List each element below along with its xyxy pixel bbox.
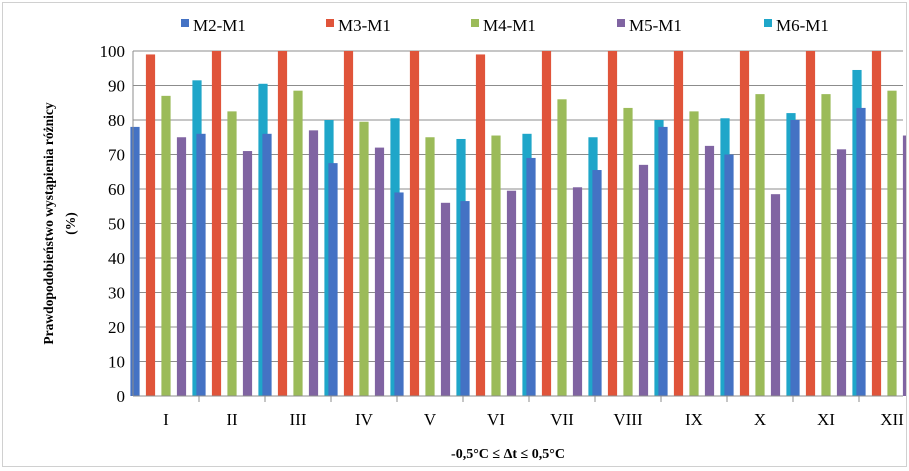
bar-m2-m1-iv (328, 163, 338, 396)
y-tick-label: 90 (108, 77, 125, 96)
bar-m5-m1-ii (242, 151, 253, 396)
bar-m3-m1-xii (871, 51, 882, 396)
bar-m5-m1-xii (902, 135, 906, 396)
x-tick-label: VIII (613, 410, 643, 429)
bar-m3-m1-iii (277, 51, 288, 396)
bar-m2-m1-i (130, 126, 140, 397)
bar-m2-m1-xi (790, 120, 800, 396)
legend: M2-M1 M3-M1 M4-M1 M5-M1 M6-M1 (181, 16, 829, 35)
x-tick-label: X (754, 410, 766, 429)
x-tick-label: VI (487, 410, 505, 429)
legend-swatch (617, 19, 625, 27)
bar-m4-m1-x (755, 94, 765, 396)
legend-swatch (181, 19, 189, 27)
bar-m3-m1-vii (541, 51, 552, 396)
legend-label: M6-M1 (776, 16, 829, 35)
y-tick-label: 40 (108, 249, 125, 268)
bar-m5-m1-i (176, 137, 187, 396)
x-axis-label: -0,5°C ≤ Δt ≤ 0,5°C (451, 447, 565, 462)
bar-m2-m1-vii (526, 157, 536, 396)
x-tick-label: IV (355, 410, 374, 429)
bar-m3-m1-iv (343, 51, 354, 396)
bar-m3-m1-ix (673, 51, 684, 396)
bar-m4-m1-ix (689, 111, 699, 396)
bar-m2-m1-ix (658, 126, 668, 397)
x-tick-label: XII (880, 410, 904, 429)
legend-label: M5-M1 (629, 16, 682, 35)
bar-m2-m1-iii (262, 133, 272, 397)
bar-m3-m1-v (409, 51, 420, 396)
bar-m5-m1-vi (506, 190, 517, 396)
y-tick-label: 10 (108, 353, 125, 372)
x-tick-label: XI (817, 410, 835, 429)
x-tick-label: V (424, 410, 437, 429)
legend-swatch (471, 19, 479, 27)
y-tick-label: 60 (108, 180, 125, 199)
bar-m2-m1-ii (196, 133, 206, 397)
y-tick-label: 100 (100, 42, 126, 61)
x-tick-label: VII (550, 410, 574, 429)
legend-swatch (326, 19, 334, 27)
bar-m3-m1-xi (805, 51, 816, 396)
bar-m5-m1-x (770, 194, 781, 396)
bar-m5-m1-vii (572, 187, 583, 396)
bar-m5-m1-viii (638, 164, 649, 396)
bar-m4-m1-vi (491, 135, 501, 396)
bar-m4-m1-ii (227, 111, 237, 396)
y-tick-label: 50 (108, 215, 125, 234)
bars (130, 51, 906, 397)
x-tick-label: III (290, 410, 307, 429)
bar-m2-m1-viii (592, 170, 602, 396)
bar-m4-m1-vii (557, 99, 567, 397)
bar-m3-m1-viii (607, 51, 618, 396)
bar-m4-m1-xii (887, 90, 897, 397)
bar-m4-m1-xi (821, 94, 831, 396)
bar-m5-m1-ix (704, 145, 715, 396)
legend-label: M3-M1 (338, 16, 391, 35)
y-tick-label: 30 (108, 284, 125, 303)
y-tick-label: 80 (108, 111, 125, 130)
bar-m2-m1-x (724, 154, 734, 396)
bar-m4-m1-i (161, 95, 171, 396)
bar-m4-m1-iv (359, 121, 369, 396)
bar-m5-m1-iv (374, 147, 385, 396)
legend-swatch (764, 19, 772, 27)
x-tick-label: II (226, 410, 238, 429)
y-axis-label: Prawdopodobieństwo wystąpienia różnicy (41, 102, 56, 345)
y-tick-label: 0 (117, 387, 126, 406)
y-tick-label: 20 (108, 318, 125, 337)
bar-m2-m1-vi (460, 201, 470, 396)
x-tick-label: I (163, 410, 169, 429)
bar-m3-m1-ii (211, 51, 222, 396)
bar-m4-m1-iii (293, 90, 303, 397)
x-tick-label: IX (685, 410, 703, 429)
y-axis-unit-label: (%) (63, 212, 78, 235)
bar-m2-m1-xii (856, 107, 866, 397)
y-tick-label: 70 (108, 146, 125, 165)
bar-m4-m1-viii (623, 107, 633, 397)
bar-m3-m1-i (145, 54, 156, 396)
bar-m3-m1-x (739, 51, 750, 396)
bar-m5-m1-xi (836, 149, 847, 396)
bar-m5-m1-iii (308, 130, 319, 396)
legend-label: M4-M1 (483, 16, 536, 35)
bar-m2-m1-v (394, 192, 404, 396)
legend-label: M2-M1 (193, 16, 246, 35)
bar-m3-m1-vi (475, 54, 486, 396)
bar-m4-m1-v (425, 137, 435, 396)
bar-m5-m1-v (440, 202, 451, 396)
